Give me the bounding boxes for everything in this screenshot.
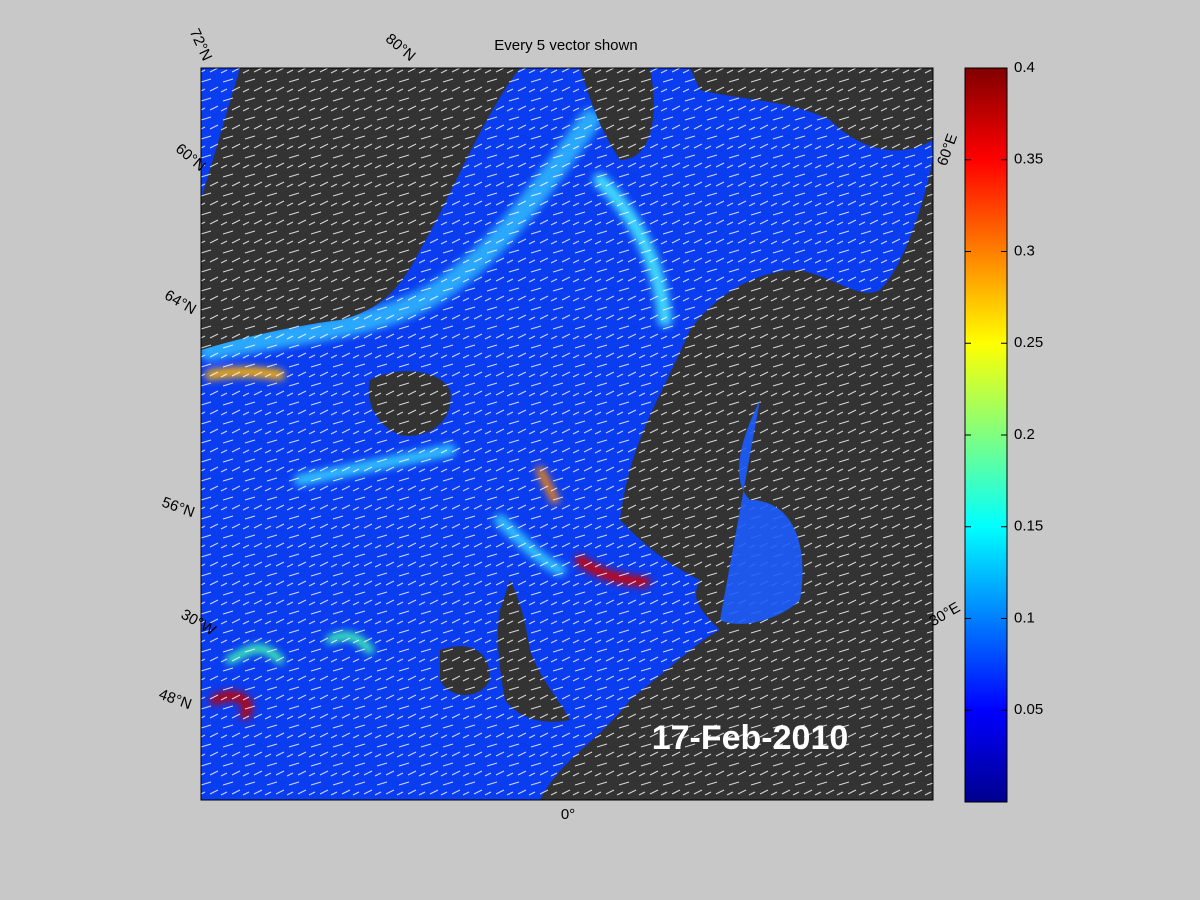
baltic (720, 400, 803, 624)
colorbar-tick-label: 0.3 (1014, 242, 1035, 259)
colorbar-tick-label: 0.15 (1014, 518, 1043, 535)
graticule-label: 56°N (160, 494, 197, 521)
colorbar-tick-label: 0.2 (1014, 426, 1035, 443)
graticule-label: 60°E (934, 132, 961, 169)
graticule-label: 48°N (157, 686, 194, 713)
graticule-label: 64°N (162, 287, 200, 318)
colorbar-tick-label: 0.05 (1014, 701, 1043, 718)
colorbar-tick-label: 0.4 (1014, 59, 1035, 76)
colorbar-tick-label: 0.25 (1014, 334, 1043, 351)
colorbar-tick-label: 0.35 (1014, 151, 1043, 168)
map-title: Every 5 vector shown (494, 37, 637, 54)
map (201, 68, 933, 800)
graticule-label: 72°N (186, 26, 216, 64)
colorbar-tick-label: 0.1 (1014, 609, 1035, 626)
date-label: 17-Feb-2010 (652, 719, 849, 757)
graticule-label: 0° (561, 806, 575, 823)
vectors (201, 68, 933, 800)
map-frame (200, 67, 934, 801)
graticule-label: 80°N (382, 30, 419, 65)
colorbar (964, 67, 1008, 803)
